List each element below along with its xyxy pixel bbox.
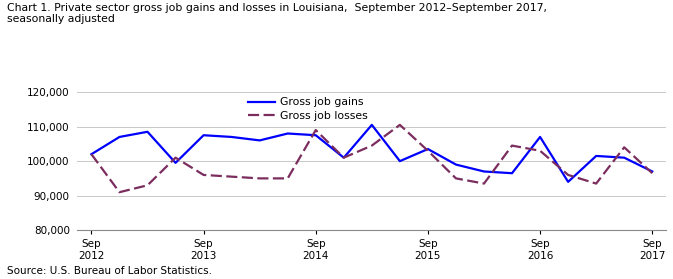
Gross job gains xyxy=(592,154,600,158)
Gross job gains xyxy=(508,172,516,175)
Gross job gains xyxy=(116,135,124,139)
Gross job gains xyxy=(340,156,348,159)
Gross job losses xyxy=(480,182,488,185)
Gross job gains xyxy=(172,161,180,165)
Gross job gains xyxy=(396,160,404,163)
Gross job gains xyxy=(367,123,376,127)
Gross job gains xyxy=(256,139,264,142)
Gross job losses xyxy=(508,144,516,147)
Gross job gains xyxy=(648,170,656,173)
Gross job gains xyxy=(536,135,544,139)
Gross job losses xyxy=(367,144,376,147)
Gross job losses xyxy=(396,123,404,127)
Gross job gains xyxy=(143,130,151,133)
Gross job losses xyxy=(172,156,180,159)
Gross job gains xyxy=(564,180,572,184)
Gross job losses xyxy=(564,173,572,177)
Gross job losses xyxy=(312,128,320,132)
Gross job losses xyxy=(536,149,544,152)
Gross job losses xyxy=(227,175,236,178)
Line: Gross job losses: Gross job losses xyxy=(92,125,652,192)
Gross job gains xyxy=(283,132,291,135)
Gross job losses xyxy=(424,149,432,152)
Gross job gains xyxy=(312,134,320,137)
Gross job gains xyxy=(480,170,488,173)
Gross job losses xyxy=(87,153,96,156)
Text: Source: U.S. Bureau of Labor Statistics.: Source: U.S. Bureau of Labor Statistics. xyxy=(7,266,212,276)
Gross job gains xyxy=(424,147,432,151)
Gross job losses xyxy=(199,173,207,177)
Line: Gross job gains: Gross job gains xyxy=(92,125,652,182)
Gross job losses xyxy=(143,184,151,187)
Gross job gains xyxy=(199,134,207,137)
Gross job gains xyxy=(452,163,460,166)
Legend: Gross job gains, Gross job losses: Gross job gains, Gross job losses xyxy=(248,97,368,121)
Gross job losses xyxy=(648,172,656,175)
Gross job gains xyxy=(227,135,236,139)
Gross job losses xyxy=(592,182,600,185)
Gross job losses xyxy=(256,177,264,180)
Gross job gains xyxy=(620,156,628,159)
Text: Chart 1. Private sector gross job gains and losses in Louisiana,  September 2012: Chart 1. Private sector gross job gains … xyxy=(7,3,546,24)
Gross job losses xyxy=(283,177,291,180)
Gross job gains xyxy=(87,153,96,156)
Gross job losses xyxy=(116,191,124,194)
Gross job losses xyxy=(340,156,348,159)
Gross job losses xyxy=(452,177,460,180)
Gross job losses xyxy=(620,146,628,149)
